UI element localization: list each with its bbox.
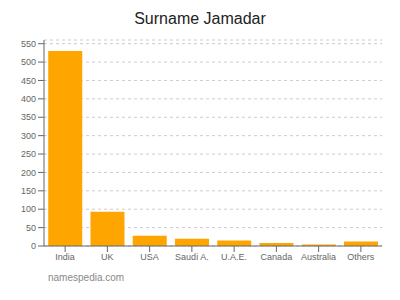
html-text:Surname Jamadar: Surname Jamadar: [134, 10, 266, 27]
svg-text:500: 500: [21, 57, 36, 67]
svg-text:350: 350: [21, 112, 36, 122]
svg-text:Others: Others: [347, 252, 375, 262]
svg-text:Canada: Canada: [261, 252, 293, 262]
svg-text:300: 300: [21, 131, 36, 141]
svg-text:250: 250: [21, 149, 36, 159]
svg-text:550: 550: [21, 39, 36, 49]
svg-text:U.A.E.: U.A.E.: [221, 252, 247, 262]
svg-text:150: 150: [21, 186, 36, 196]
svg-text:450: 450: [21, 76, 36, 86]
svg-text:Saudi A.: Saudi A.: [175, 252, 209, 262]
svg-text:UK: UK: [101, 252, 114, 262]
svg-text:USA: USA: [140, 252, 159, 262]
svg-text:Australia: Australia: [301, 252, 336, 262]
svg-text:50: 50: [26, 223, 36, 233]
svg-text:100: 100: [21, 204, 36, 214]
svg-text:200: 200: [21, 168, 36, 178]
svg-text:0: 0: [31, 241, 36, 251]
svg-text:400: 400: [21, 94, 36, 104]
html-text:namespedia.com: namespedia.com: [48, 272, 125, 283]
svg-text:India: India: [55, 252, 75, 262]
